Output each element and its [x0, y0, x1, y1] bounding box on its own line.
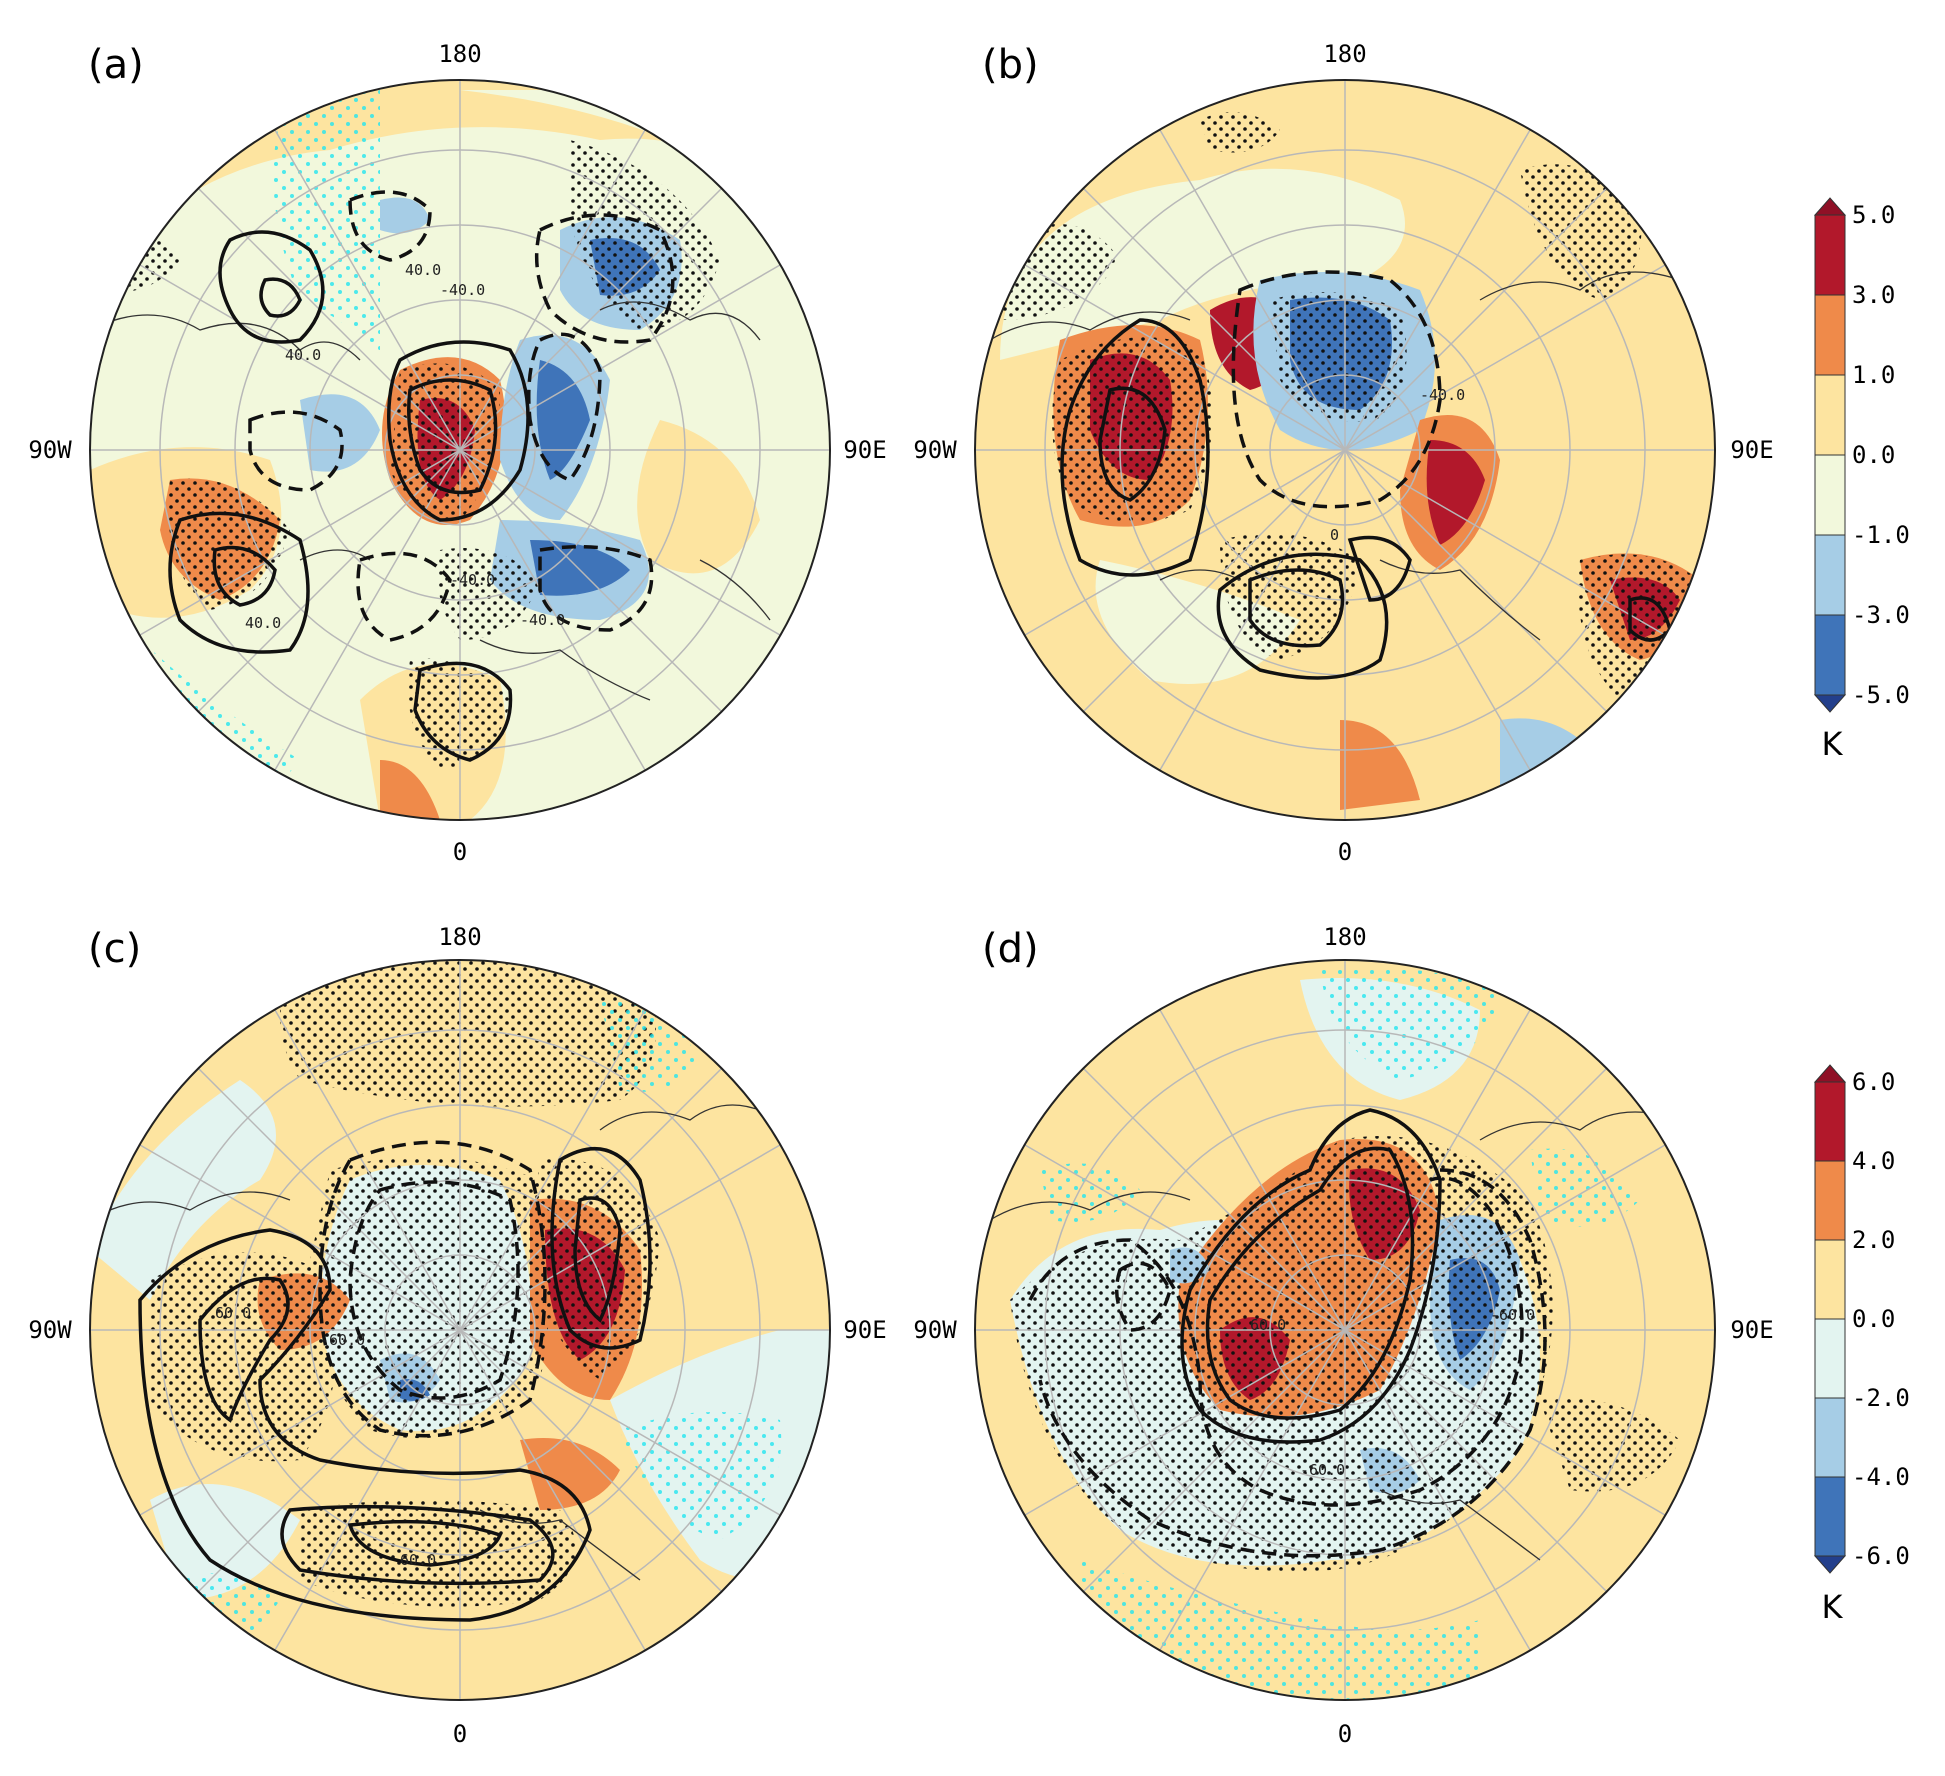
contour-label: 60.0	[1250, 1316, 1286, 1334]
contour-label: 0	[1330, 526, 1339, 544]
lon-label-90e: 90E	[843, 1316, 886, 1344]
lon-label-90w: 90W	[28, 1316, 72, 1344]
colorbar-top-tick: -3.0	[1852, 601, 1910, 629]
colorbar-top-segment	[1814, 214, 1846, 296]
panel-c: 60.0 -60.0 60.0 (c) 180 0 90W 90E	[28, 923, 886, 1748]
lon-label-180: 180	[438, 923, 481, 951]
lon-label-0: 0	[453, 838, 467, 866]
colorbar-bottom-segment	[1814, 1160, 1846, 1241]
panel-c-label: (c)	[88, 926, 141, 972]
contour-label: 40.0	[245, 614, 281, 632]
colorbar-top-tick: 3.0	[1852, 281, 1895, 309]
contour-label: -60.0	[1300, 1461, 1345, 1479]
panel-a-map: 40.0 -40.0 40.0 -40.0 -40.0 40.0	[90, 80, 830, 820]
colorbar-top-tick: -5.0	[1852, 681, 1910, 709]
contour-label: -40.0	[520, 611, 565, 629]
contour-label: 40.0	[405, 261, 441, 279]
panel-b-boundary	[974, 79, 1716, 821]
colorbar-bottom-tick: -6.0	[1852, 1542, 1910, 1570]
lon-label-0: 0	[453, 1720, 467, 1748]
colorbar-bottom-segment	[1814, 1476, 1846, 1557]
contour-label: -60.0	[320, 1331, 365, 1349]
colorbar-top-extend-max	[1813, 197, 1847, 216]
contour-label: -40.0	[450, 571, 495, 589]
colorbar-top-tick: 5.0	[1852, 201, 1895, 229]
colorbar-bottom-tick: -4.0	[1852, 1463, 1910, 1491]
panel-a-label: (a)	[88, 42, 144, 88]
lon-label-90w: 90W	[913, 436, 957, 464]
colorbar-bottom-segment	[1814, 1318, 1846, 1399]
lon-label-0: 0	[1338, 1720, 1352, 1748]
colorbar-bottom-unit: K	[1822, 1588, 1844, 1626]
lon-label-180: 180	[1323, 923, 1366, 951]
panel-d: -60.0 60.0 -60.0 (d) 180 0 90W 90E	[913, 923, 1773, 1748]
lon-label-0: 0	[1338, 838, 1352, 866]
panel-c-map: 60.0 -60.0 60.0	[90, 960, 830, 1700]
panel-d-label: (d)	[982, 926, 1039, 972]
colorbar-top-tick: -1.0	[1852, 521, 1910, 549]
lon-label-180: 180	[438, 40, 481, 68]
colorbar-bottom-segment	[1814, 1081, 1846, 1162]
lon-label-90w: 90W	[913, 1316, 957, 1344]
colorbar-top-segment	[1814, 374, 1846, 456]
lon-label-90e: 90E	[1730, 436, 1773, 464]
contour-label: 40.0	[285, 346, 321, 364]
colorbar-bottom-segment	[1814, 1239, 1846, 1320]
lon-label-90w: 90W	[28, 436, 72, 464]
colorbar-bottom-segment	[1814, 1397, 1846, 1478]
colorbar-top-segment	[1814, 614, 1846, 696]
colorbar-bottom-tick: 0.0	[1852, 1305, 1895, 1333]
panel-b: -40.0 0 (b) 180 0 90W 90E	[913, 40, 1773, 866]
colorbar-top-segment	[1814, 294, 1846, 376]
contour-label: 60.0	[400, 1551, 436, 1569]
colorbar-top-segment	[1814, 454, 1846, 536]
lon-label-90e: 90E	[1730, 1316, 1773, 1344]
colorbar-bottom-tick: 4.0	[1852, 1147, 1895, 1175]
colorbar-top-segment	[1814, 534, 1846, 616]
contour-label: -40.0	[1420, 386, 1465, 404]
colorbar-top-tick: 1.0	[1852, 361, 1895, 389]
panel-b-map: -40.0 0	[975, 80, 1715, 820]
panel-a-boundary	[89, 79, 831, 821]
colorbar-top-tick: 0.0	[1852, 441, 1895, 469]
panel-a: 40.0 -40.0 40.0 -40.0 -40.0 40.0 (a) 180…	[28, 40, 886, 866]
colorbar-bottom-extend-max	[1813, 1064, 1847, 1083]
colorbar-top: 5.0 3.0 1.0 0.0 -1.0 -3.0 -5.0 K	[1813, 197, 1910, 763]
contour-label: 60.0	[215, 1304, 251, 1322]
panel-d-map: -60.0 60.0 -60.0	[975, 960, 1715, 1700]
colorbar-top-unit: K	[1822, 725, 1844, 763]
colorbar-bottom-tick: 6.0	[1852, 1068, 1895, 1096]
colorbar-bottom-tick: -2.0	[1852, 1384, 1910, 1412]
panel-c-boundary	[89, 959, 831, 1701]
colorbar-bottom-tick: 2.0	[1852, 1226, 1895, 1254]
panel-d-boundary	[974, 959, 1716, 1701]
contour-label: -40.0	[440, 281, 485, 299]
contour-label: -60.0	[1490, 1306, 1535, 1324]
lon-label-180: 180	[1323, 40, 1366, 68]
colorbar-top-extend-min	[1813, 694, 1847, 713]
colorbar-bottom-extend-min	[1813, 1555, 1847, 1574]
panel-b-label: (b)	[982, 42, 1039, 88]
lon-label-90e: 90E	[843, 436, 886, 464]
colorbar-bottom: 6.0 4.0 2.0 0.0 -2.0 -4.0 -6.0 K	[1813, 1064, 1910, 1626]
